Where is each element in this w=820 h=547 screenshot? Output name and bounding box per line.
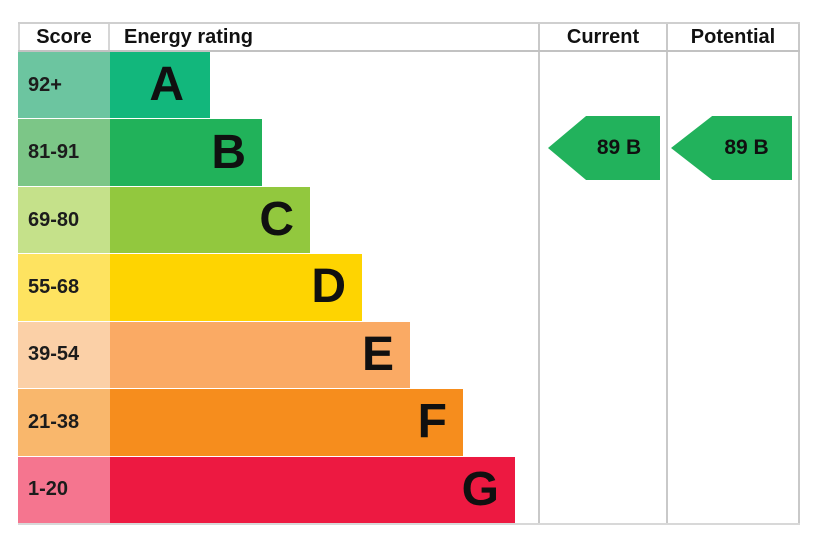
band-bar-e: E bbox=[110, 321, 410, 389]
band-row-c: 69-80 C bbox=[18, 186, 800, 254]
score-range-c: 69-80 bbox=[18, 186, 110, 254]
header-score: Score bbox=[18, 24, 110, 50]
band-bar-a: A bbox=[110, 52, 210, 119]
band-bar-g: G bbox=[110, 456, 515, 523]
score-range-a: 92+ bbox=[18, 52, 110, 119]
epc-table: Score Energy rating Current Potential 92… bbox=[18, 22, 800, 525]
header-potential: Potential bbox=[666, 24, 800, 50]
score-range-b: 81-91 bbox=[18, 119, 110, 186]
band-row-e: 39-54 E bbox=[18, 321, 800, 389]
header-row: Score Energy rating Current Potential bbox=[18, 22, 800, 52]
band-row-g: 1-20 G bbox=[18, 456, 800, 523]
divider-right-edge bbox=[798, 52, 800, 523]
score-range-d: 55-68 bbox=[18, 254, 110, 321]
band-bar-d: D bbox=[110, 254, 362, 321]
table-bottom-border bbox=[18, 523, 800, 525]
band-rows: 92+ A 81-91 B 69-80 C 55-68 D 39-54 E 21… bbox=[18, 52, 800, 523]
header-energy-rating: Energy rating bbox=[124, 25, 253, 48]
band-bar-b: B bbox=[110, 119, 262, 186]
band-row-a: 92+ A bbox=[18, 52, 800, 119]
band-bar-c: C bbox=[110, 186, 310, 254]
divider-current-column bbox=[538, 52, 540, 523]
score-range-g: 1-20 bbox=[18, 456, 110, 523]
band-row-b: 81-91 B bbox=[18, 119, 800, 186]
band-bar-f: F bbox=[110, 389, 463, 456]
band-row-d: 55-68 D bbox=[18, 254, 800, 321]
header-current: Current bbox=[538, 24, 666, 50]
score-range-f: 21-38 bbox=[18, 389, 110, 456]
band-row-f: 21-38 F bbox=[18, 389, 800, 456]
divider-potential-column bbox=[666, 52, 668, 523]
score-range-e: 39-54 bbox=[18, 321, 110, 389]
